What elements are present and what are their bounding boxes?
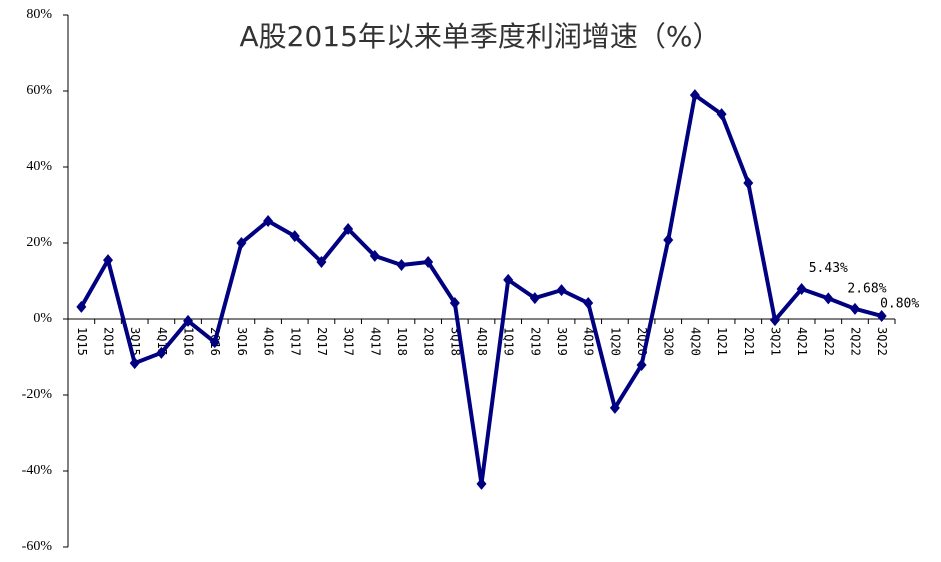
x-tick-label: 3Q22	[875, 327, 889, 356]
marker	[849, 302, 860, 315]
marker	[423, 256, 434, 268]
x-tick-label: 1Q18	[395, 327, 409, 356]
marker	[183, 314, 194, 327]
x-tick-label: 4Q21	[795, 327, 809, 356]
y-tick-label: 60%	[26, 83, 52, 98]
x-tick-label: 1Q19	[502, 327, 516, 356]
x-tick-label: 4Q20	[688, 327, 702, 356]
marker	[103, 254, 114, 267]
x-tick-label: 4Q18	[475, 327, 489, 356]
marker	[769, 314, 780, 327]
x-tick-label: 1Q20	[608, 327, 622, 356]
x-tick-label: 1Q17	[288, 327, 302, 356]
marker	[876, 309, 887, 322]
marker	[449, 297, 460, 310]
marker	[823, 292, 834, 305]
x-tick-label: 1Q16	[182, 327, 196, 356]
y-tick-label: 0%	[33, 311, 52, 326]
x-tick-label: 4Q17	[368, 327, 382, 356]
x-tick-label: 3Q19	[555, 327, 569, 356]
x-tick-label: 4Q16	[262, 327, 276, 356]
marker	[743, 176, 754, 189]
marker	[716, 108, 727, 121]
x-tick-label: 3Q21	[768, 327, 782, 356]
x-tick-label: 2Q17	[315, 327, 329, 356]
value-label: 2.68%	[847, 281, 886, 296]
marker	[583, 297, 594, 310]
x-tick-label: 2Q22	[848, 327, 862, 356]
value-label: 5.43%	[809, 261, 848, 276]
marker	[316, 256, 327, 268]
marker	[236, 237, 247, 249]
x-tick-label: 1Q15	[75, 327, 89, 356]
x-tick-label: 1Q21	[715, 327, 729, 356]
y-tick-label: -60%	[22, 539, 53, 554]
y-tick-label: -20%	[22, 387, 53, 402]
x-tick-label: 2Q19	[528, 327, 542, 356]
marker	[556, 284, 567, 297]
marker	[476, 477, 487, 490]
marker	[209, 336, 220, 349]
x-tick-label: 4Q19	[582, 327, 596, 356]
y-tick-label: 80%	[26, 7, 52, 22]
marker	[343, 222, 354, 235]
y-tick-label: -40%	[22, 463, 53, 478]
data-line	[79, 93, 883, 486]
marker	[369, 249, 380, 262]
marker	[609, 401, 620, 414]
marker	[156, 346, 167, 359]
marker	[796, 282, 807, 295]
x-tick-label: 2Q18	[422, 327, 436, 356]
marker	[263, 214, 274, 227]
x-tick-label: 3Q17	[342, 327, 356, 356]
marker	[289, 230, 300, 243]
marker	[129, 357, 140, 370]
x-tick-label: 2Q21	[742, 327, 756, 356]
marker	[503, 273, 514, 286]
x-tick-label: 3Q20	[662, 327, 676, 356]
y-tick-label: 20%	[26, 235, 52, 250]
marker	[76, 300, 87, 313]
marker	[396, 259, 407, 272]
x-tick-label: 3Q16	[235, 327, 249, 356]
y-tick-label: 40%	[26, 159, 52, 174]
x-tick-label: 2Q15	[102, 327, 116, 356]
value-label: 0.80%	[880, 296, 919, 311]
marker	[529, 292, 540, 305]
marker	[636, 358, 647, 371]
marker	[689, 89, 700, 102]
x-tick-label: 1Q22	[822, 327, 836, 356]
chart-title: A股2015年以来单季度利润增速（%）	[239, 20, 720, 53]
marker	[663, 233, 674, 246]
